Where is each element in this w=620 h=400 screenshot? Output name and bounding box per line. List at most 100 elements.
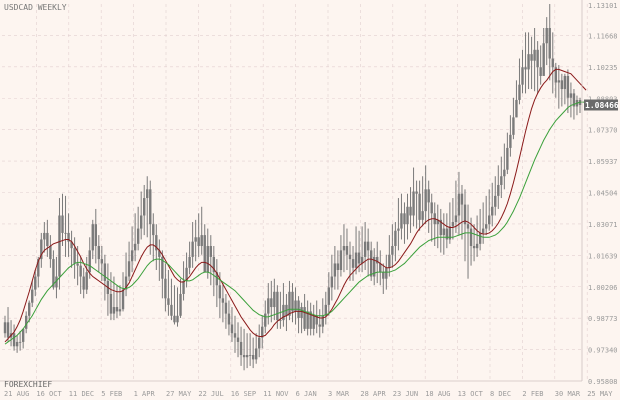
candle-body: [43, 232, 46, 240]
candle: [55, 256, 58, 299]
candle: [557, 65, 561, 109]
candle-body: [572, 93, 576, 107]
candle: [182, 261, 185, 301]
x-tick-label: 18 AUG: [425, 390, 450, 398]
candle-body: [376, 256, 379, 264]
candle-body: [303, 307, 306, 329]
candle-body: [509, 134, 512, 148]
candle: [394, 222, 397, 262]
x-tick-label: 2 FEB: [522, 390, 543, 398]
candle: [188, 241, 191, 275]
candle: [197, 213, 200, 257]
candle: [403, 202, 406, 244]
candle: [484, 195, 488, 236]
candle-body: [127, 261, 131, 277]
candle-body: [345, 246, 349, 255]
candle: [133, 213, 137, 262]
candle: [494, 176, 497, 216]
candle-body: [327, 287, 331, 305]
candle-body: [354, 252, 358, 268]
candle-body: [569, 93, 573, 98]
x-tick-label: 3 MAR: [328, 390, 350, 398]
candle-body: [276, 291, 279, 321]
candle: [569, 82, 573, 118]
current-price-tag: 1.08466: [584, 99, 619, 111]
candle: [70, 230, 73, 268]
candle-body: [67, 232, 70, 242]
candle-body: [463, 204, 467, 225]
candle-body: [530, 54, 533, 61]
candle-body: [97, 246, 101, 260]
candle-body: [88, 250, 91, 273]
ma-slow-line: [4, 101, 590, 345]
candle-body: [136, 228, 140, 244]
candle: [52, 250, 55, 290]
candle-body: [527, 54, 530, 70]
candle: [345, 228, 349, 270]
x-tick-label: 1 APR: [134, 390, 156, 398]
candle: [91, 219, 94, 260]
candle-body: [264, 313, 267, 327]
candle: [427, 180, 430, 233]
candle-body: [451, 222, 455, 227]
candle-body: [161, 256, 164, 279]
candle-body: [357, 252, 361, 264]
candle-body: [100, 259, 104, 264]
candle: [61, 193, 64, 247]
candle: [472, 224, 476, 262]
candle: [179, 278, 182, 318]
candle-body: [182, 280, 185, 294]
candle: [545, 17, 548, 66]
y-tick-label: 1.10235: [588, 64, 618, 72]
candle-body: [288, 291, 291, 316]
candle: [82, 267, 85, 299]
x-tick-label: 25 MAY: [587, 390, 613, 398]
candle-body: [409, 206, 412, 216]
candle: [397, 198, 400, 251]
candle: [382, 263, 385, 294]
candle-body: [309, 311, 312, 329]
candle: [15, 335, 19, 353]
candle-body: [481, 228, 485, 233]
candle-body: [242, 355, 246, 358]
candle: [242, 328, 246, 371]
candle-body: [391, 246, 394, 255]
candle-body: [445, 228, 449, 240]
candle: [152, 213, 155, 262]
current-price-tag-bg: [584, 99, 618, 111]
candle-body: [37, 259, 40, 277]
candle-body: [330, 276, 334, 288]
candle: [533, 28, 536, 92]
candle-body: [491, 206, 494, 216]
candle: [212, 246, 216, 297]
candle: [563, 73, 567, 105]
candle-body: [194, 237, 197, 242]
candle: [239, 326, 243, 366]
candle-body: [318, 324, 321, 327]
candle-body: [124, 276, 128, 290]
candle: [85, 256, 88, 294]
candle: [524, 32, 527, 94]
candle-body: [515, 99, 518, 118]
candle: [170, 278, 173, 321]
candle: [412, 167, 415, 227]
candle: [18, 331, 22, 351]
candle-body: [227, 313, 231, 325]
candle: [200, 206, 203, 255]
candle: [300, 302, 303, 334]
candle: [251, 337, 255, 369]
candle: [206, 228, 209, 279]
candle-body: [173, 315, 176, 323]
candle-body: [215, 272, 219, 286]
candle: [34, 269, 37, 297]
candle: [542, 28, 545, 76]
ma-fast-line: [4, 68, 587, 343]
candle: [451, 198, 455, 240]
candle-body: [430, 202, 433, 214]
candle-body: [306, 311, 309, 329]
candle-body: [188, 256, 191, 268]
candle: [279, 291, 282, 329]
candle: [554, 62, 557, 98]
candle-body: [103, 263, 107, 281]
x-tick-label: 22 JUL: [198, 390, 223, 398]
